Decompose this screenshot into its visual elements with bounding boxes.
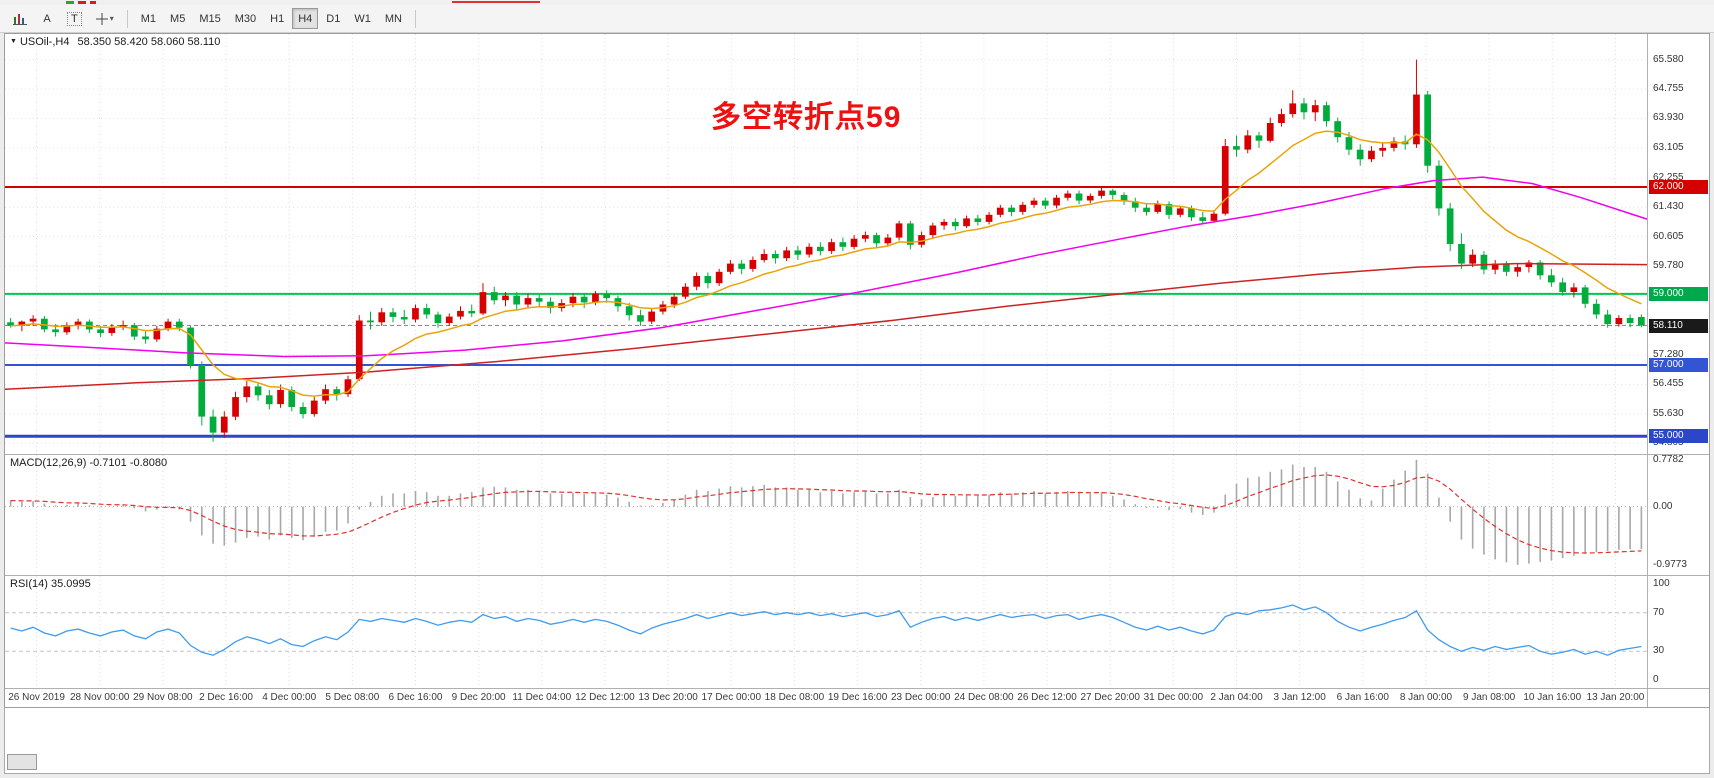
price-axis-label: 61.430 — [1653, 201, 1684, 213]
price-plot[interactable] — [5, 34, 1647, 454]
date-axis-label: 17 Dec 00:00 — [701, 692, 762, 703]
chart-icon — [13, 13, 27, 25]
price-axis-label: 57.280 — [1653, 349, 1684, 361]
rsi-plot[interactable] — [5, 576, 1647, 688]
price-level-chip: 57.000 — [1649, 358, 1708, 373]
date-axis: 26 Nov 2019 28 Nov 00:00 29 Nov 08:00 2 Dec… — [5, 688, 1647, 707]
price-level-chip: 59.000 — [1649, 286, 1708, 301]
toolbar: A T ▾ M1 M5 M15 M30 H1 H4 D1 W1 MN — [0, 5, 1714, 33]
chevron-down-icon: ▼ — [10, 38, 17, 45]
rsi-pane[interactable]: RSI(14) 35.0995 — [5, 575, 1647, 688]
price-chart-svg — [5, 34, 1647, 454]
date-axis-label: 26 Nov 2019 — [8, 692, 65, 703]
macd-axis-label: 0.7782 — [1653, 454, 1684, 465]
date-axis-label: 9 Dec 20:00 — [451, 692, 506, 703]
price-axis-label: 63.105 — [1653, 141, 1684, 153]
rsi-axis-label: 70 — [1653, 606, 1665, 618]
date-axis-label: 18 Dec 08:00 — [764, 692, 825, 703]
price-axis-label: 63.930 — [1653, 112, 1684, 124]
date-axis-label: 2 Dec 16:00 — [199, 692, 253, 703]
crosshair-tool-button[interactable]: ▾ — [90, 8, 120, 29]
price-axis-label: 60.605 — [1653, 230, 1684, 242]
macd-pane[interactable]: MACD(12,26,9) -0.7101 -0.8080 — [5, 454, 1647, 575]
price-axis-label: 56.455 — [1653, 378, 1684, 390]
date-axis-label: 24 Dec 08:00 — [954, 692, 1014, 703]
timeframe-h1[interactable]: H1 — [264, 8, 290, 29]
date-axis-label: 13 Jan 20:00 — [1586, 692, 1645, 703]
crosshair-icon — [95, 12, 108, 25]
terminal-stub[interactable] — [7, 754, 37, 770]
rsi-chart-svg — [5, 576, 1647, 688]
price-axis-label: 62.255 — [1653, 171, 1684, 183]
date-axis-label: 23 Dec 00:00 — [890, 692, 951, 703]
chart-symbol-label: ▼ USOil-,H4 58.350 58.420 58.060 58.110 — [10, 36, 220, 48]
symbol-text: USOil-,H4 — [19, 36, 70, 48]
rsi-axis-label: 0 — [1653, 674, 1659, 686]
text-tool-button[interactable]: T — [61, 8, 88, 29]
date-axis-label: 19 Dec 16:00 — [827, 692, 888, 703]
date-axis-label: 28 Nov 00:00 — [69, 692, 130, 703]
date-axis-label: 13 Dec 20:00 — [638, 692, 698, 703]
date-axis-label: 12 Dec 12:00 — [575, 692, 635, 703]
date-axis-label: 29 Nov 08:00 — [133, 692, 193, 703]
macd-chart-svg — [5, 455, 1647, 575]
timeframe-h4[interactable]: H4 — [292, 8, 319, 29]
date-axis-label: 3 Jan 12:00 — [1273, 692, 1326, 703]
price-pane[interactable]: ▼ USOil-,H4 58.350 58.420 58.060 58.110 多空… — [5, 34, 1647, 454]
rsi-label: RSI(14) 35.0995 — [10, 578, 91, 590]
date-axis-label: 11 Dec 04:00 — [512, 692, 572, 703]
date-axis-label: 27 Dec 20:00 — [1080, 692, 1140, 703]
chart-window: ▼ USOil-,H4 58.350 58.420 58.060 58.110 多空… — [4, 33, 1710, 708]
price-level-chip: 55.000 — [1649, 429, 1708, 444]
timeframe-mn[interactable]: MN — [379, 8, 408, 29]
clipped-icon — [66, 1, 74, 4]
date-axis-label: 9 Jan 08:00 — [1462, 692, 1516, 703]
date-axis-label: 8 Jan 00:00 — [1399, 692, 1453, 703]
timeframe-m5[interactable]: M5 — [164, 8, 191, 29]
price-level-chip: 58.110 — [1649, 318, 1708, 333]
price-level-chip: 62.000 — [1649, 180, 1708, 195]
price-axis-label: 59.780 — [1653, 260, 1684, 272]
price-axis-label: 55.630 — [1653, 407, 1684, 419]
chart-annotation: 多空转折点59 — [711, 101, 902, 134]
timeframe-d1[interactable]: D1 — [320, 8, 346, 29]
date-axis-label: 26 Dec 12:00 — [1017, 692, 1077, 703]
macd-axis-label: 0.00 — [1653, 500, 1673, 512]
rsi-axis: 100 70 30 0 — [1647, 575, 1709, 688]
chevron-down-icon: ▾ — [109, 14, 114, 23]
clipped-icon — [452, 1, 540, 3]
macd-axis: 0.7782 0.00 -0.9773 — [1647, 454, 1709, 575]
timeframe-m15[interactable]: M15 — [193, 8, 226, 29]
axis-corner — [1647, 688, 1709, 707]
date-axis-label: 6 Dec 16:00 — [388, 692, 443, 703]
price-axis: 65.580 64.755 63.930 63.105 62.255 61.430 60.6… — [1647, 34, 1709, 454]
clipped-icon — [78, 1, 86, 4]
arrow-tool-button[interactable]: A — [35, 8, 59, 29]
date-axis-label: 31 Dec 00:00 — [1143, 692, 1204, 703]
macd-axis-label: -0.9773 — [1653, 559, 1687, 571]
timeframe-m30[interactable]: M30 — [229, 8, 262, 29]
timeframe-w1[interactable]: W1 — [348, 8, 377, 29]
rsi-axis-label: 30 — [1653, 645, 1665, 657]
macd-plot[interactable] — [5, 455, 1647, 575]
macd-label: MACD(12,26,9) -0.7101 -0.8080 — [10, 457, 168, 469]
date-axis-label: 2 Jan 04:00 — [1210, 692, 1263, 703]
toolbar-separator — [126, 9, 128, 28]
date-axis-label: 5 Dec 08:00 — [325, 692, 380, 703]
chart-window-button[interactable] — [7, 8, 33, 29]
date-axis-label: 6 Jan 16:00 — [1336, 692, 1389, 703]
price-axis-label: 64.755 — [1653, 82, 1684, 94]
price-axis-label: 65.580 — [1653, 53, 1684, 65]
text-tool-label: T — [67, 11, 82, 26]
ohlc-values: 58.350 58.420 58.060 58.110 — [77, 36, 221, 48]
timeframe-m1[interactable]: M1 — [135, 8, 162, 29]
clipped-icon — [90, 1, 96, 4]
bottom-panel — [4, 708, 1710, 774]
date-axis-label: 4 Dec 00:00 — [262, 692, 317, 703]
clipped-toolbar-row — [0, 0, 1714, 5]
toolbar-separator — [414, 9, 416, 28]
rsi-axis-label: 100 — [1653, 577, 1670, 589]
date-axis-label: 10 Jan 16:00 — [1523, 692, 1582, 703]
